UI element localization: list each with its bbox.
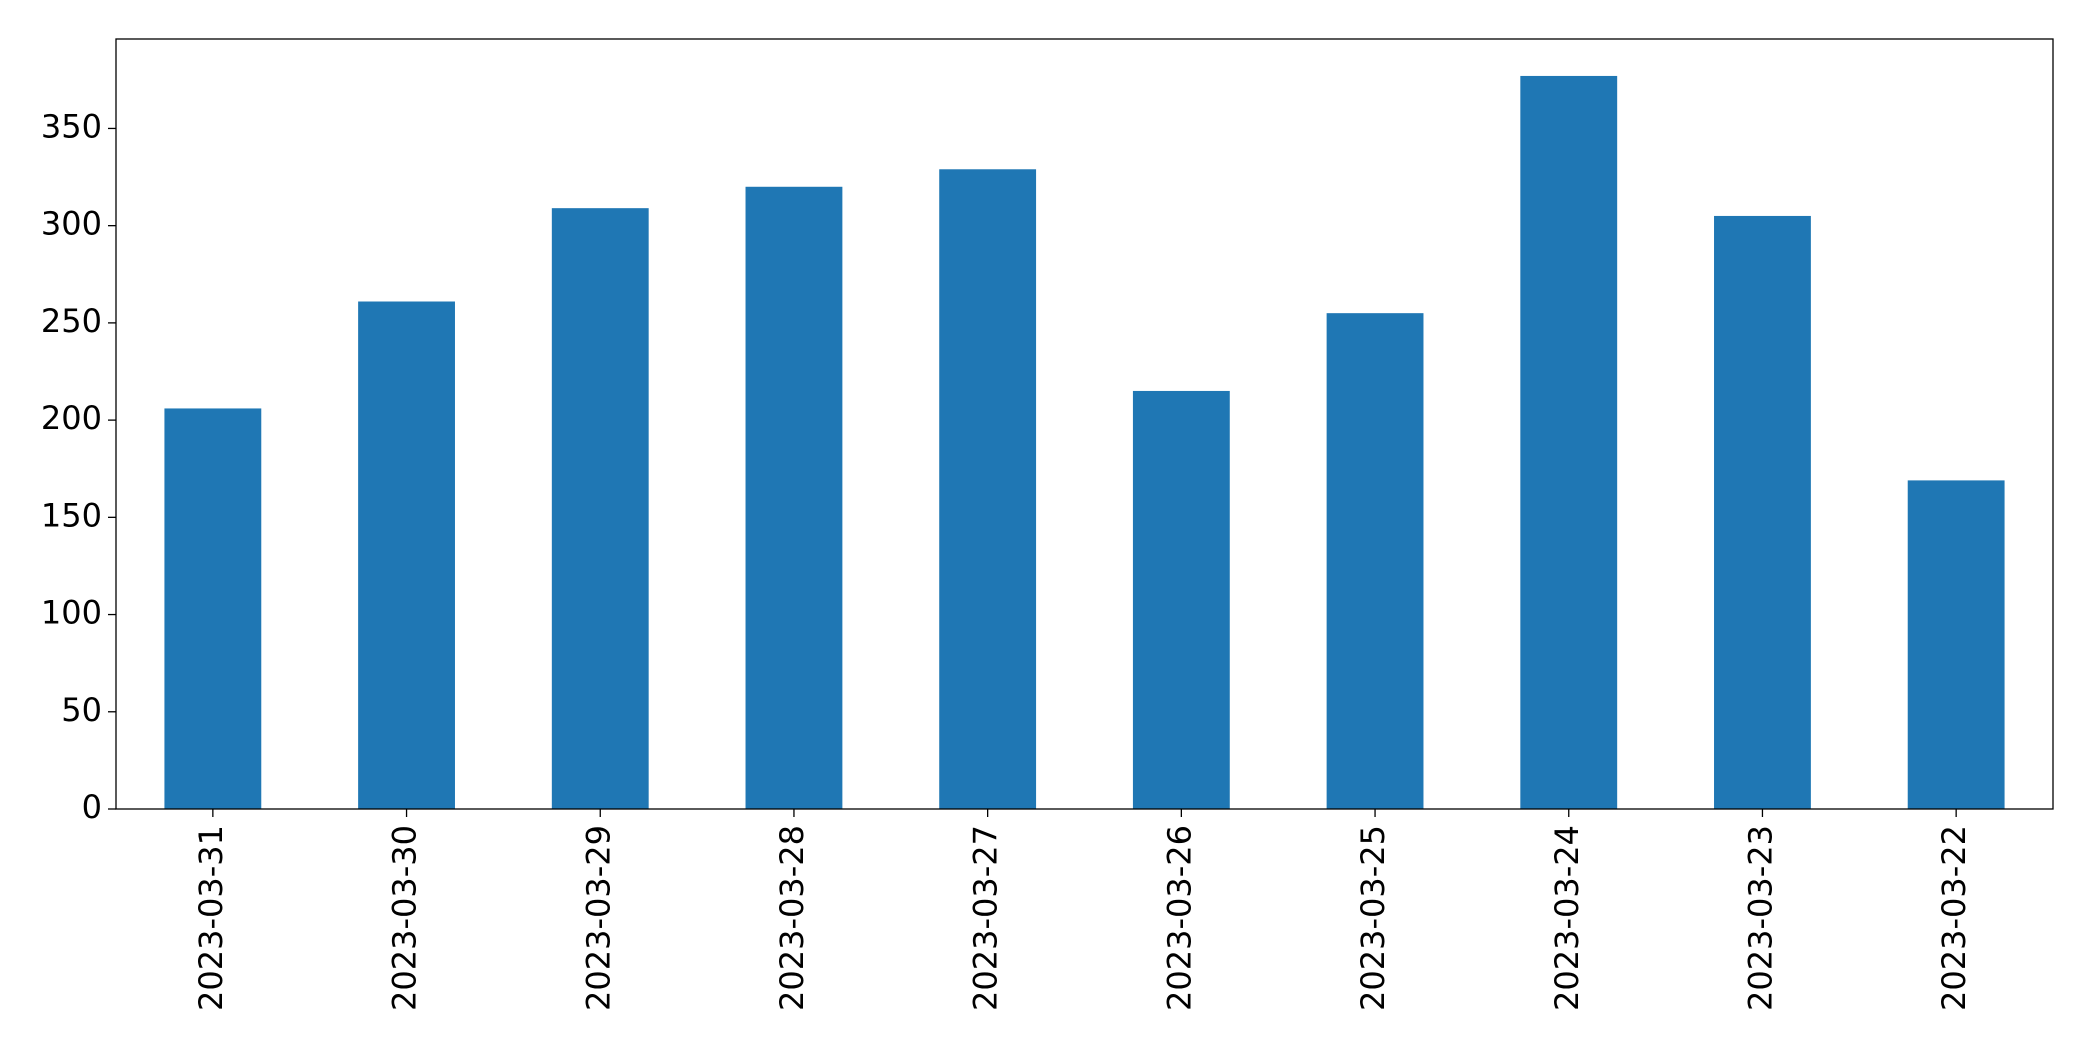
y-tick-label: 350 — [41, 107, 102, 145]
y-tick-label: 150 — [41, 496, 102, 534]
y-tick-label: 50 — [61, 691, 102, 729]
x-tick-label: 2023-03-31 — [192, 825, 230, 1011]
y-tick-label: 250 — [41, 302, 102, 340]
x-tick-label: 2023-03-25 — [1354, 825, 1392, 1011]
y-tick-label: 300 — [41, 205, 102, 243]
x-tick-label: 2023-03-29 — [579, 825, 617, 1011]
bar — [358, 301, 455, 809]
y-tick-label: 0 — [82, 788, 102, 826]
bar — [745, 186, 843, 809]
bar — [1326, 313, 1424, 809]
bar — [1520, 75, 1618, 809]
x-tick-label: 2023-03-30 — [386, 825, 424, 1011]
x-tick-label: 2023-03-28 — [773, 825, 811, 1011]
x-tick-label: 2023-03-27 — [967, 825, 1005, 1011]
x-tick-label: 2023-03-26 — [1160, 825, 1198, 1011]
plot-frame — [115, 38, 2054, 810]
bar — [1132, 390, 1230, 809]
bar — [939, 169, 1037, 809]
x-tick-label: 2023-03-24 — [1548, 825, 1586, 1011]
bar — [1907, 480, 2005, 809]
y-tick-label: 100 — [41, 594, 102, 632]
y-tick-label: 200 — [41, 399, 102, 437]
x-tick-label: 2023-03-23 — [1741, 825, 1779, 1011]
bar — [551, 208, 649, 809]
bar — [1714, 215, 1811, 809]
bar — [164, 408, 262, 809]
x-tick-label: 2023-03-22 — [1935, 825, 1973, 1011]
